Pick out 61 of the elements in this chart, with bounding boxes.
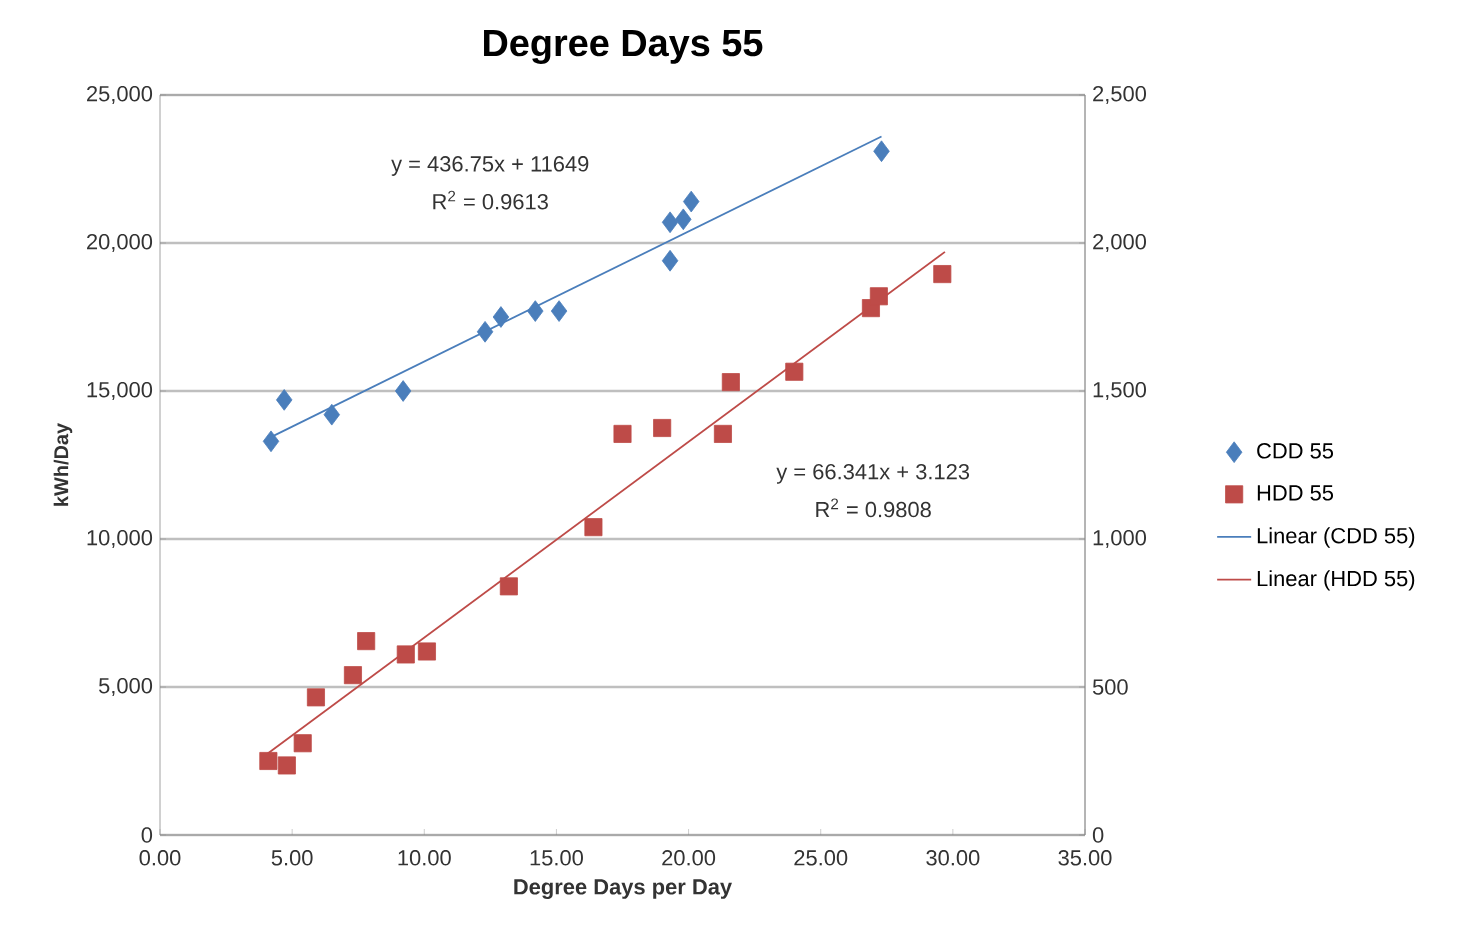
point [869,287,888,306]
point [277,756,296,775]
y-tick-label: 25,000 [87,85,153,105]
y2-tick-label: 1,000 [1093,529,1147,549]
x-axis-title: Degree Days per Day [514,879,732,899]
x-tick-label: 5.00 [271,850,313,866]
point [785,362,804,381]
point [394,380,412,402]
point [343,666,362,685]
point [492,306,510,328]
point [357,632,376,651]
point [527,300,544,322]
point [713,424,732,443]
legend-label: Linear (CDD 55) [1257,527,1415,548]
chart-title: Degree Days 55 [484,29,763,64]
y-tick-label: 10,000 [87,529,153,549]
point [396,645,415,664]
x-tick-label: 0.00 [139,850,181,866]
legend-label: CDD 55 [1257,443,1334,459]
point [661,249,679,272]
point [323,403,340,426]
point [721,373,740,392]
y-tick-label: 20,000 [87,233,153,253]
x-tick-label: 15.00 [530,850,583,866]
y-tick-label: 15,000 [87,381,153,401]
point [933,265,952,284]
y2-tick-label: 2,000 [1093,233,1147,253]
point [613,424,632,443]
point [661,211,679,234]
point [675,208,692,231]
y2-tick-label: 0 [1092,827,1104,843]
point [293,734,312,753]
point [262,430,280,453]
point [259,752,278,770]
x-tick-label: 25.00 [794,850,848,866]
point [499,577,518,596]
x-tick-label: 30.00 [926,850,980,866]
point [276,389,293,411]
legend-label: HDD 55 [1257,485,1334,501]
y-tick-label: 0 [141,827,153,843]
y2-tick-label: 1,500 [1093,381,1147,401]
point [584,518,603,537]
annotation: R$^{2}$ = 0.9808 [816,498,931,518]
y2-tick-label: 500 [1092,679,1128,695]
y-axis-title: kWh/Day [53,423,73,506]
annotation: y = 436.75x + 11649 [391,156,589,176]
legend-label: Linear (HDD 55) [1257,570,1415,591]
point [306,688,325,707]
point [653,418,672,437]
annotation: R$^{2}$ = 0.9613 [433,190,548,210]
point [550,300,568,322]
point [476,320,494,343]
point [417,642,436,661]
x-tick-label: 20.00 [662,850,716,866]
point [683,190,700,213]
y2-tick-label: 2,500 [1093,85,1147,105]
x-tick-label: 35.00 [1058,850,1112,866]
x-tick-label: 10.00 [398,850,451,866]
point [873,140,890,163]
y-tick-label: 5,000 [98,677,153,697]
annotation: y = 66.341x + 3.123 [776,463,970,484]
